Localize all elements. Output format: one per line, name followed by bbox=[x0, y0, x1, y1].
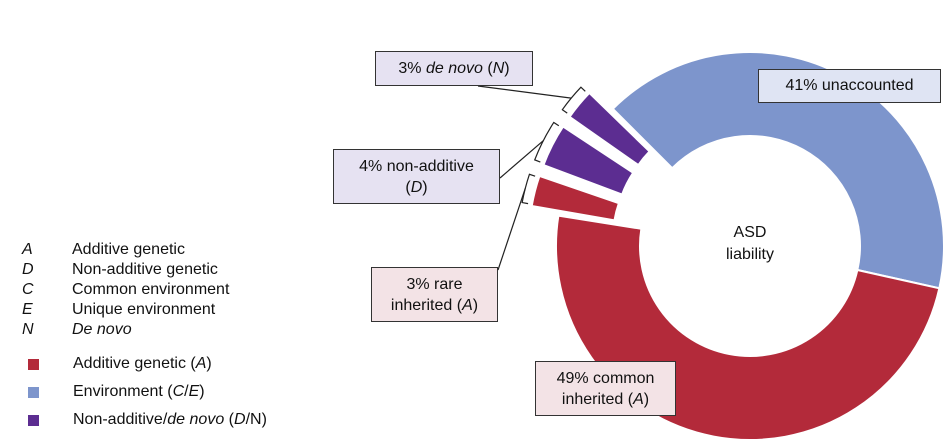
callout-denovo: 3% de novo (N) bbox=[375, 51, 533, 86]
legend-code-row: E Unique environment bbox=[22, 301, 216, 318]
callout-nonadditive-code: D bbox=[410, 179, 423, 196]
callout-nonadditive: 4% non-additive (D) bbox=[333, 149, 500, 204]
center-label-line1: ASD bbox=[733, 224, 767, 241]
donut-segment-3 bbox=[542, 125, 635, 196]
legend-colors: Additive genetic (A) Environment (C/E) N… bbox=[28, 350, 267, 434]
callout-rare-inherited: 3% rare inherited (A) bbox=[371, 267, 498, 322]
leader-line-4 bbox=[477, 85, 572, 99]
callout-nonadditive-line1: 4% non-additive bbox=[359, 158, 474, 175]
legend-label-additive: Additive genetic (A) bbox=[73, 355, 212, 372]
callout-rare-line2: inherited (A) bbox=[390, 297, 479, 314]
legend-color-row-nonadditive: Non-additive/de novo (D/N) bbox=[28, 406, 267, 434]
callout-unaccounted-text: 41% unaccounted bbox=[785, 77, 914, 94]
leader-line-3 bbox=[499, 140, 544, 179]
legend-code-row: N De novo bbox=[22, 321, 132, 338]
legend-label-environment: Environment (C/E) bbox=[73, 383, 205, 400]
donut-segment-0 bbox=[611, 51, 945, 290]
legend-code-row: C Common environment bbox=[22, 281, 230, 298]
callout-denovo-code: N bbox=[492, 60, 505, 77]
legend-code-row: D Non-additive genetic bbox=[22, 261, 218, 278]
callout-denovo-prefix: 3% bbox=[398, 60, 426, 77]
callout-common-line1: 49% common bbox=[556, 370, 655, 387]
legend-codes: A Additive genetic D Non-additive genetic … bbox=[22, 240, 229, 340]
legend-swatch-environment bbox=[28, 386, 39, 398]
callout-rare-line1: 3% rare bbox=[406, 276, 463, 293]
donut-segment-4 bbox=[568, 91, 651, 167]
callout-common-inherited: 49% common inherited (A) bbox=[535, 361, 676, 416]
legend-label-nonadditive: Non-additive/de novo (D/N) bbox=[73, 411, 267, 428]
legend-color-row-environment: Environment (C/E) bbox=[28, 378, 267, 406]
callout-common-line2: inherited (A) bbox=[561, 391, 650, 408]
callout-rare-code: A bbox=[462, 297, 473, 314]
legend-color-row-additive: Additive genetic (A) bbox=[28, 350, 267, 378]
leader-line-2 bbox=[497, 188, 526, 271]
donut-segment-2 bbox=[530, 174, 621, 222]
callout-common-code: A bbox=[633, 391, 644, 408]
center-label: ASD liability bbox=[700, 222, 800, 266]
legend-code-row: A Additive genetic bbox=[22, 241, 185, 258]
legend-swatch-nonadditive bbox=[28, 414, 39, 426]
callout-unaccounted: 41% unaccounted bbox=[758, 69, 941, 103]
callout-nonadditive-line2: (D) bbox=[405, 179, 428, 196]
callout-denovo-paren-open: ( bbox=[482, 60, 493, 77]
legend-swatch-additive bbox=[28, 358, 39, 370]
center-label-line2: liability bbox=[725, 246, 774, 263]
callout-denovo-italic: de novo bbox=[425, 60, 483, 77]
callout-denovo-paren-close: ) bbox=[504, 60, 510, 77]
